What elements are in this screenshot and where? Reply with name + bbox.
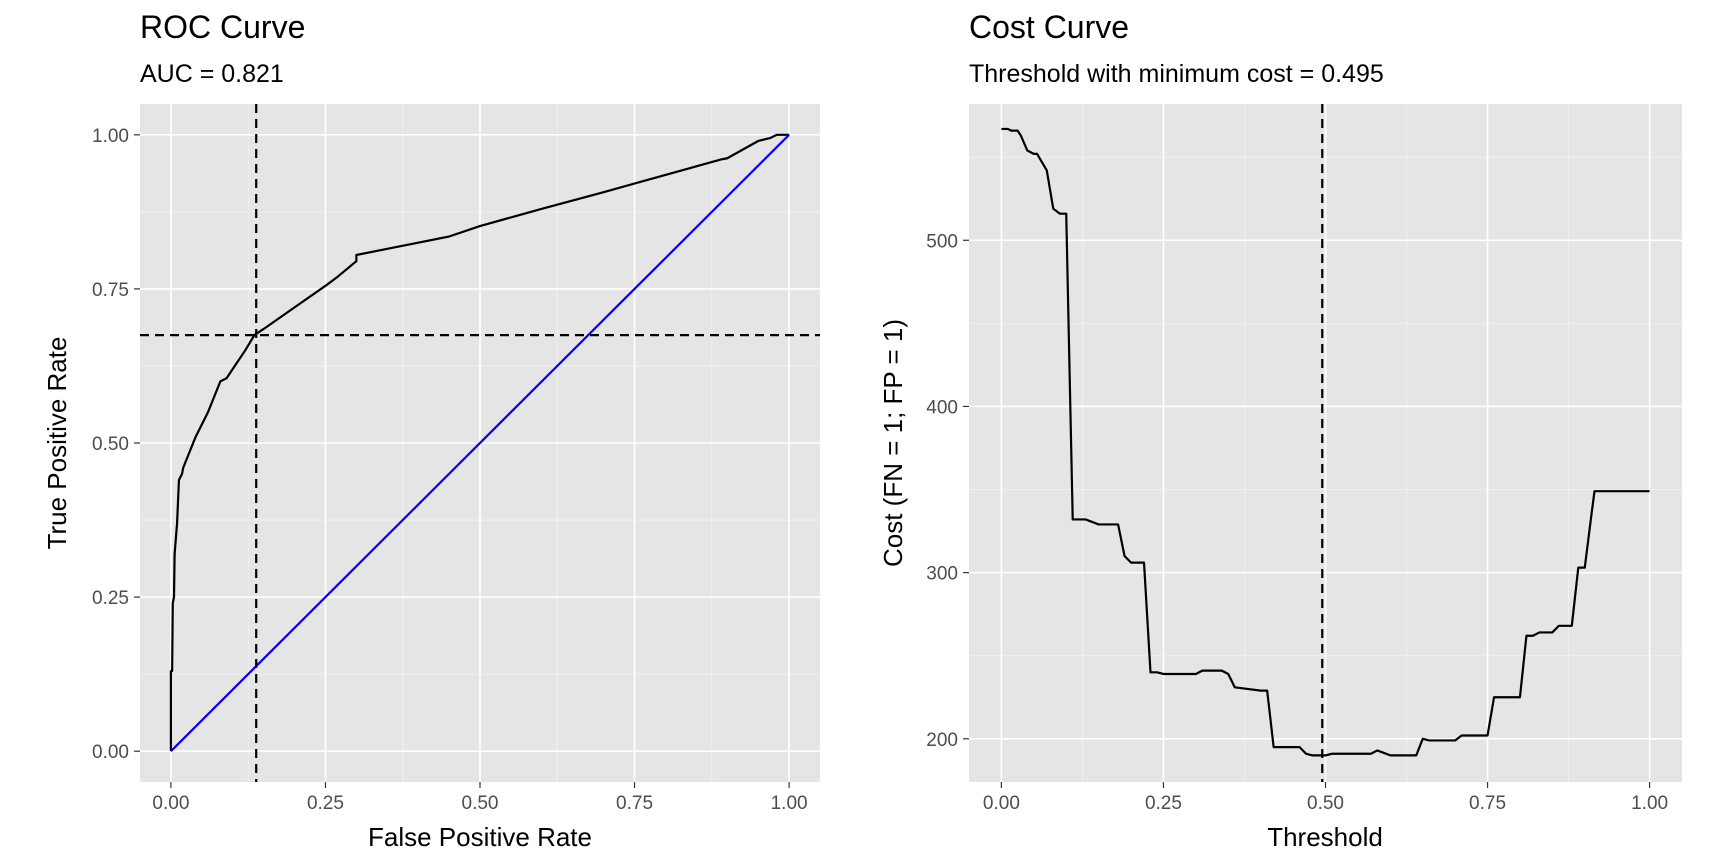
roc-x-tick-label: 0.00 <box>152 793 189 814</box>
roc-data-layer <box>140 104 820 782</box>
cost-curve-chart: Cost Curve Threshold with minimum cost =… <box>878 9 1682 852</box>
cost-x-tick-label: 1.00 <box>1631 793 1668 814</box>
roc-x-tick-label: 1.00 <box>771 793 808 814</box>
cost-x-tick-label: 0.75 <box>1469 793 1506 814</box>
roc-x-tick-label: 0.50 <box>462 793 499 814</box>
roc-x-tick-label: 0.75 <box>616 793 653 814</box>
roc-y-tick-label: 0.00 <box>92 742 129 763</box>
roc-curve-chart: ROC Curve AUC = 0.821 0.00 0.25 0.50 0.75 1.… <box>42 9 820 852</box>
roc-y-tick-label: 0.25 <box>92 588 129 609</box>
cost-data-layer <box>1001 104 1650 782</box>
cost-curve-line <box>1001 127 1650 757</box>
cost-gridlines <box>969 104 1682 782</box>
cost-y-tick-label: 400 <box>926 397 958 418</box>
roc-title: ROC Curve <box>140 9 305 45</box>
cost-y-tick-label: 300 <box>926 564 958 585</box>
roc-diagonal-line <box>170 134 790 752</box>
cost-x-axis-title: Threshold <box>1267 822 1383 852</box>
roc-y-tick-label: 1.00 <box>92 126 129 147</box>
roc-subtitle: AUC = 0.821 <box>140 60 284 88</box>
cost-x-tick-label: 0.50 <box>1307 793 1344 814</box>
cost-x-tick-label: 0.25 <box>1145 793 1182 814</box>
cost-x-tick-label: 0.00 <box>983 793 1020 814</box>
cost-axes: 0.00 0.25 0.50 0.75 1.00 200 300 400 500 <box>926 231 1668 814</box>
cost-y-tick-label: 200 <box>926 730 958 751</box>
roc-y-tick-label: 0.75 <box>92 280 129 301</box>
roc-curve-line <box>169 133 790 752</box>
cost-y-axis-title: Cost (FN = 1; FP = 1) <box>878 319 908 567</box>
roc-x-axis-title: False Positive Rate <box>368 822 592 852</box>
roc-y-axis-title: True Positive Rate <box>42 337 72 550</box>
cost-y-tick-label: 500 <box>926 231 958 252</box>
cost-title: Cost Curve <box>969 9 1129 45</box>
roc-x-tick-label: 0.25 <box>307 793 344 814</box>
roc-y-tick-label: 0.50 <box>92 434 129 455</box>
cost-subtitle: Threshold with minimum cost = 0.495 <box>969 60 1384 88</box>
roc-axes: 0.00 0.25 0.50 0.75 1.00 0.00 0.25 0.50 0.75 1.00 <box>92 126 808 814</box>
